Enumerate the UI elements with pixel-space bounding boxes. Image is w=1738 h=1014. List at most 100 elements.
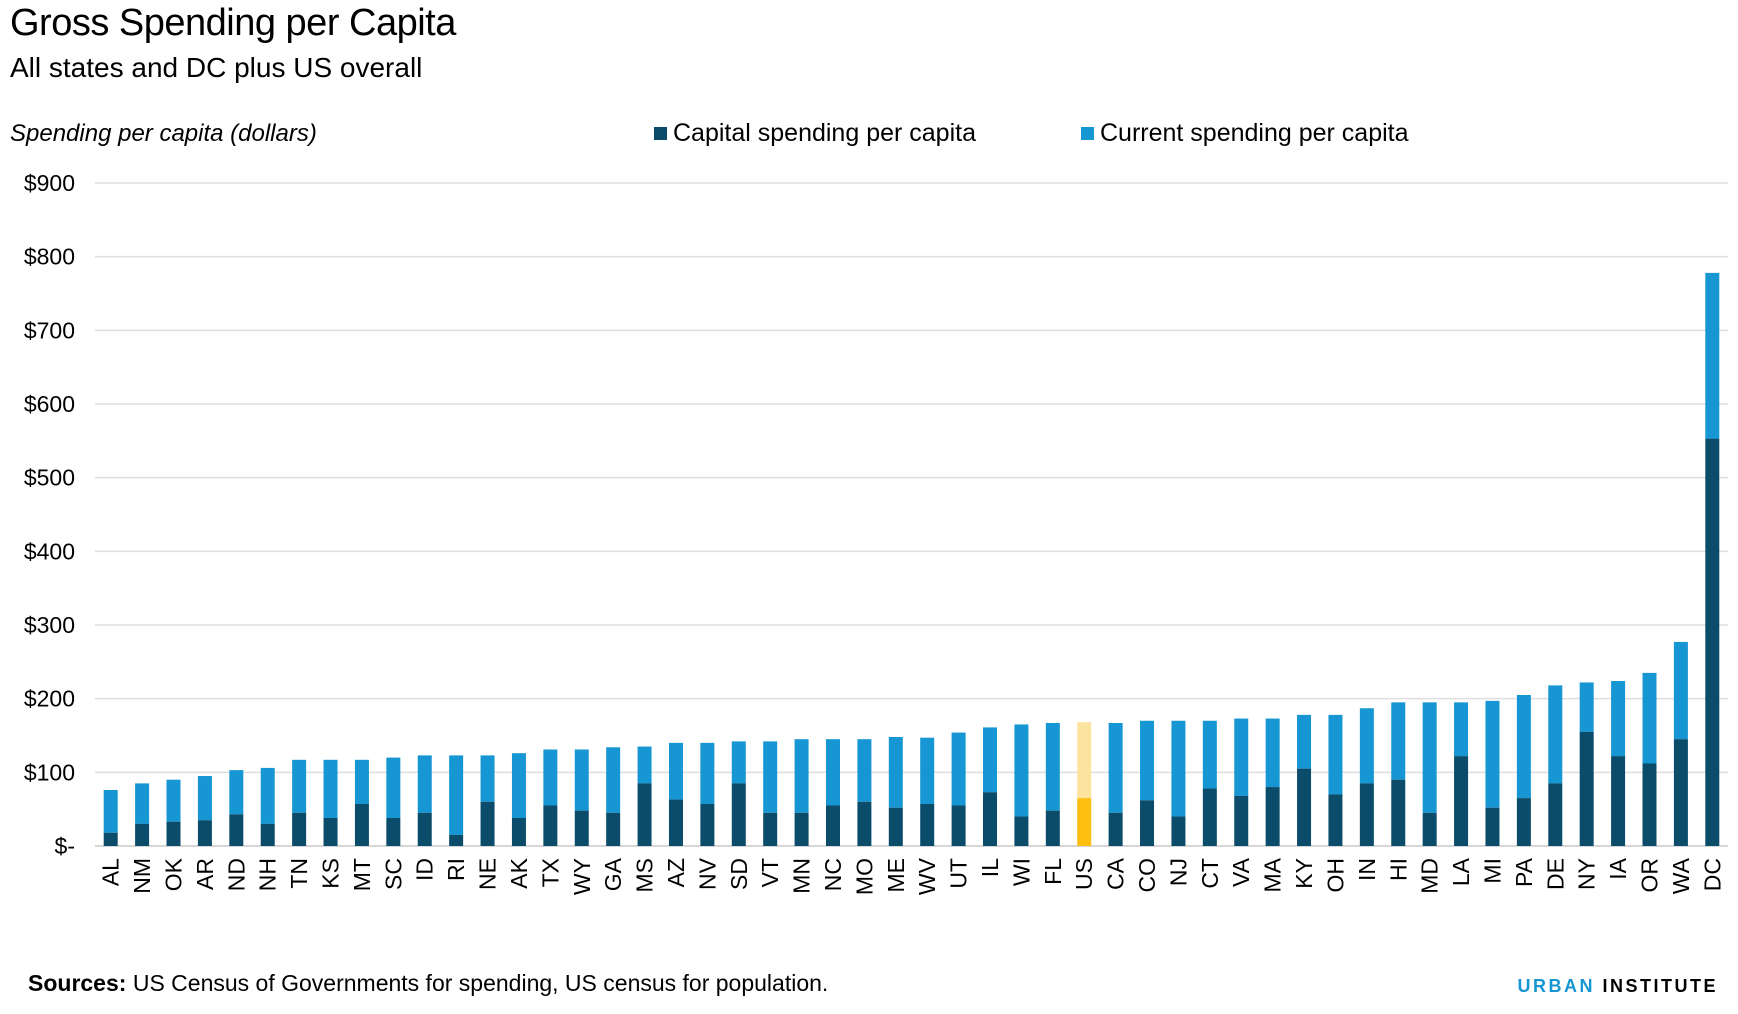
x-tick-label: WA	[1668, 857, 1694, 894]
source-text: US Census of Governments for spending, U…	[126, 970, 829, 996]
bar-current-ca	[1108, 722, 1123, 813]
bar-current-hi	[1391, 702, 1406, 780]
x-tick-label: NV	[694, 857, 720, 890]
x-tick-label: FL	[1040, 858, 1066, 885]
bar-capital-nc	[825, 805, 840, 846]
bar-current-wa	[1673, 641, 1688, 740]
x-tick-label: US	[1071, 858, 1097, 890]
bar-capital-tx	[543, 805, 558, 846]
x-tick-label: CT	[1197, 858, 1223, 889]
source-note: Sources: US Census of Governments for sp…	[28, 970, 828, 997]
bar-capital-pa	[1516, 798, 1531, 846]
x-tick-label: MA	[1260, 857, 1286, 892]
bar-capital-md	[1422, 812, 1437, 846]
bar-current-ks	[323, 759, 338, 819]
legend-swatch-capital	[654, 127, 667, 140]
bar-capital-ks	[323, 818, 338, 846]
bar-current-wi	[1014, 724, 1029, 817]
bar-current-md	[1422, 702, 1437, 813]
bar-current-nh	[260, 767, 275, 824]
x-tick-label: GA	[600, 857, 626, 891]
x-tick-label: AZ	[663, 858, 689, 887]
x-tick-label: AR	[192, 858, 218, 890]
bar-current-in	[1359, 708, 1374, 784]
bar-capital-ne	[480, 801, 495, 846]
y-tick-label: $500	[24, 465, 75, 491]
x-tick-label: RI	[443, 858, 469, 881]
bar-current-mo	[857, 739, 872, 802]
bar-current-ny	[1579, 682, 1594, 732]
bar-capital-nj	[1171, 816, 1186, 846]
bar-current-ma	[1265, 718, 1280, 788]
bar-current-ok	[166, 779, 181, 822]
y-tick-label: $900	[24, 170, 75, 196]
source-label: Sources:	[28, 970, 127, 996]
bar-current-ri	[449, 755, 464, 835]
bar-capital-or	[1642, 763, 1657, 846]
bar-current-sc	[386, 757, 401, 819]
y-tick-label: $800	[24, 244, 75, 270]
x-tick-label: TX	[537, 858, 563, 887]
bar-current-ky	[1297, 714, 1312, 769]
bar-current-nd	[229, 770, 244, 815]
bar-current-me	[888, 736, 903, 808]
bar-current-id	[417, 755, 432, 813]
bar-capital-id	[417, 812, 432, 846]
x-tick-label: MN	[789, 858, 815, 894]
x-tick-label: OR	[1636, 858, 1662, 893]
bar-current-oh	[1328, 714, 1343, 795]
bar-capital-hi	[1391, 779, 1406, 846]
bar-current-fl	[1045, 722, 1060, 811]
bar-capital-vt	[763, 812, 778, 846]
bar-current-nj	[1171, 720, 1186, 817]
x-tick-label: NY	[1574, 858, 1600, 890]
y-tick-label: $100	[24, 759, 75, 785]
brand-urban: URBAN	[1517, 976, 1595, 996]
bar-current-nv	[700, 742, 715, 805]
bar-current-il	[983, 727, 998, 793]
x-tick-label: NC	[820, 858, 846, 891]
x-tick-label: KY	[1291, 858, 1317, 889]
x-tick-label: IL	[977, 858, 1003, 877]
bar-capital-mo	[857, 801, 872, 846]
bar-current-nc	[825, 739, 840, 806]
x-tick-label: OH	[1322, 858, 1348, 893]
x-tick-label: CA	[1103, 857, 1129, 890]
bar-capital-dc	[1705, 438, 1720, 846]
bar-capital-mi	[1485, 807, 1500, 846]
bar-current-mn	[794, 739, 809, 813]
y-axis-label: Spending per capita (dollars)	[10, 120, 317, 147]
bar-current-va	[1234, 718, 1249, 796]
bar-current-ar	[197, 776, 212, 821]
bar-capital-ny	[1579, 731, 1594, 846]
bar-capital-nh	[260, 823, 275, 846]
bar-capital-ms	[637, 783, 652, 846]
bar-capital-nd	[229, 814, 244, 846]
bar-capital-ct	[1202, 788, 1217, 846]
bar-capital-wa	[1673, 739, 1688, 846]
bar-current-ga	[606, 747, 621, 813]
y-tick-label: $600	[24, 391, 75, 417]
bar-capital-sc	[386, 818, 401, 846]
y-tick-label: $300	[24, 612, 75, 638]
bar-capital-wy	[574, 810, 589, 846]
legend-item-current: Current spending per capita	[1081, 119, 1409, 148]
legend-item-capital: Capital spending per capita	[654, 119, 976, 148]
brand-institute: INSTITUTE	[1602, 976, 1718, 996]
x-tick-label: CO	[1134, 858, 1160, 893]
legend-swatch-current	[1081, 127, 1094, 140]
bar-capital-la	[1454, 756, 1469, 846]
bar-current-ia	[1611, 680, 1626, 757]
bar-capital-il	[983, 792, 998, 846]
bar-capital-us	[1077, 798, 1092, 846]
bar-capital-ma	[1265, 787, 1280, 846]
bar-current-mt	[354, 759, 369, 805]
bar-current-ne	[480, 755, 495, 802]
bar-current-ak	[511, 753, 526, 819]
bar-current-mi	[1485, 700, 1500, 808]
x-tick-label: NH	[255, 858, 281, 891]
x-tick-label: PA	[1511, 857, 1537, 887]
bar-capital-wi	[1014, 816, 1029, 846]
x-tick-label: AL	[98, 858, 124, 886]
x-tick-label: ND	[223, 858, 249, 891]
